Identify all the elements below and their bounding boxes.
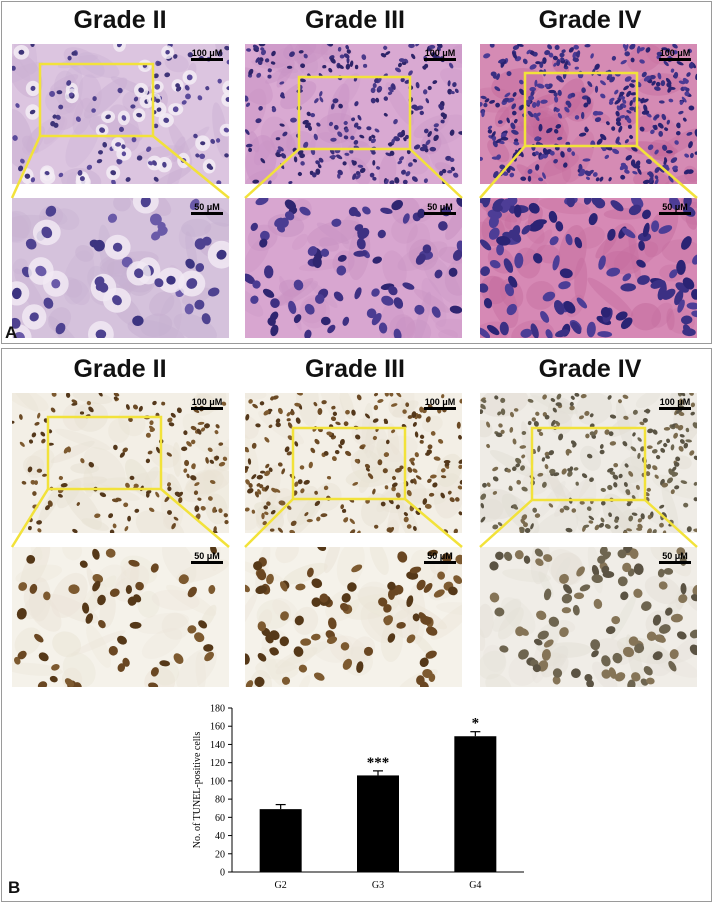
bar-g4: [454, 736, 497, 872]
he-grade-iii-magnified: 50 μM: [245, 198, 462, 338]
scale-bar: 50 μM: [659, 202, 691, 215]
tunel-grade-iv-magnified: 50 μM: [480, 547, 697, 687]
y-tick-label: 160: [210, 722, 225, 733]
scale-bar: 50 μM: [424, 202, 456, 215]
panel-b-letter: B: [8, 878, 21, 897]
y-axis-label: No. of TUNEL-positive cells: [192, 732, 203, 849]
scale-bar: 100 μM: [424, 397, 456, 410]
significance-mark: *: [472, 716, 480, 732]
scale-bar: 100 μM: [659, 397, 691, 410]
panel-b-title-grade-iv: Grade IV: [538, 355, 642, 383]
he-grade-iv-overview: 100 μM: [480, 44, 697, 184]
scale-bar: 50 μM: [659, 551, 691, 564]
chart-svg: 0 20 40 60 80 100 120 140 160 180 No. of TUNEL-pos…: [192, 704, 524, 891]
x-tick-label: G2: [275, 880, 287, 891]
panel-a-title-grade-iv: Grade IV: [538, 6, 642, 34]
he-grade-iv-magnified: 50 μM: [480, 198, 697, 338]
y-tick-label: 180: [210, 704, 225, 715]
scale-bar: 100 μM: [424, 48, 456, 61]
scale-bar: 50 μM: [191, 551, 223, 564]
scale-bar: 100 μM: [659, 48, 691, 61]
tunel-grade-ii-overview: 100 μM: [12, 393, 229, 533]
y-tick-label: 60: [215, 813, 225, 824]
he-grade-iii-overview: 100 μM: [245, 44, 462, 184]
scale-bar: 50 μM: [424, 551, 456, 564]
panel-b-title-grade-iii: Grade III: [304, 355, 406, 383]
x-tick-label: G4: [469, 880, 481, 891]
y-tick-label: 20: [215, 849, 225, 860]
x-tick-label: G3: [372, 880, 384, 891]
y-tick-label: 80: [215, 795, 225, 806]
tunel-grade-iv-overview: 100 μM: [480, 393, 697, 533]
he-grade-ii-overview: 100 μM: [12, 44, 229, 184]
y-tick-label: 120: [210, 758, 225, 769]
y-tick-label: 40: [215, 831, 225, 842]
y-tick-label: 140: [210, 740, 225, 751]
scale-bar: 100 μM: [191, 48, 223, 61]
panel-a-title-grade-ii: Grade II: [73, 6, 167, 34]
panel-a-title-grade-iii: Grade III: [304, 6, 406, 34]
scale-bar: 50 μM: [191, 202, 223, 215]
y-tick-label: 100: [210, 776, 225, 787]
tunel-grade-ii-magnified: 50 μM: [12, 547, 229, 687]
panel-a-letter: A: [5, 323, 18, 342]
scale-bar: 100 μM: [191, 397, 223, 410]
tunel-bar-chart: 0 20 40 60 80 100 120 140 160 180 No. of TUNEL-pos…: [186, 700, 531, 900]
bar-g2: [259, 809, 302, 872]
panel-b-title-grade-ii: Grade II: [73, 355, 167, 383]
he-grade-ii-magnified: 50 μM: [12, 198, 229, 338]
tunel-grade-iii-magnified: 50 μM: [245, 547, 462, 687]
tunel-grade-iii-overview: 100 μM: [245, 393, 462, 533]
bar-g3: [357, 775, 399, 872]
significance-mark: ***: [367, 755, 390, 771]
y-tick-label: 0: [220, 868, 225, 879]
